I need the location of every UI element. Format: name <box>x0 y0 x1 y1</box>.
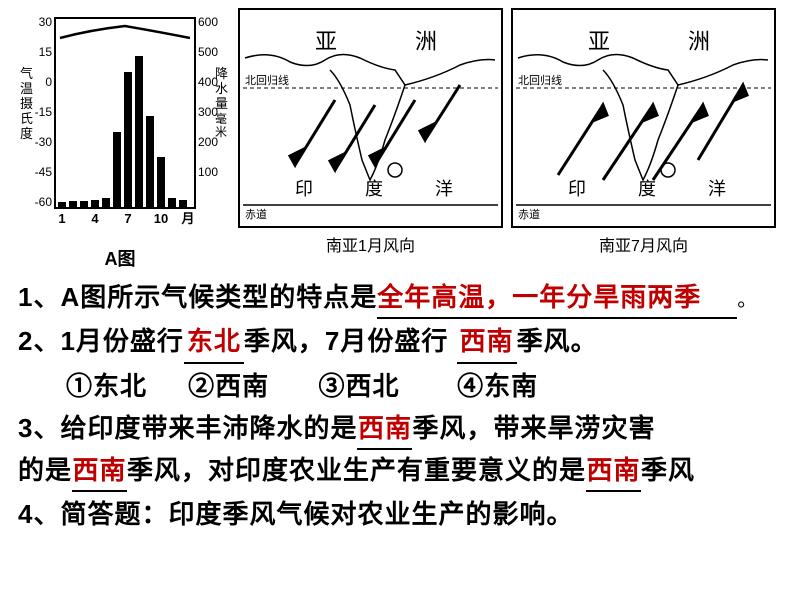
map1: 亚 洲 北回归线 印 度 洋 赤道 <box>238 8 503 228</box>
map2-ocean1: 印 <box>568 175 586 201</box>
map2-ocean2: 度 <box>638 175 656 201</box>
svg-text:500: 500 <box>198 45 218 59</box>
map1-wrap: 亚 洲 北回归线 印 度 洋 赤道 南亚1月风向 <box>238 8 503 256</box>
q3-prefix: 3、给印度带来丰沛降水的是 <box>18 413 357 443</box>
svg-text:摄: 摄 <box>20 96 33 111</box>
map2-caption: 南亚7月风向 <box>511 232 776 256</box>
q3-ans1: 西南 <box>358 413 412 443</box>
q3-mid1: 季风，带来旱涝灾害 <box>412 413 655 443</box>
questions: 1、A图所示气候类型的特点是全年高温，一年分旱雨两季。 2、1月份盛行东北季风，… <box>0 275 794 547</box>
wind-arrows-sw <box>558 85 747 180</box>
map1-ocean1: 印 <box>295 175 313 201</box>
q2-prefix: 2、1月份盛行 <box>18 326 184 356</box>
svg-text:-60: -60 <box>35 195 53 209</box>
q3-ans2: 西南 <box>73 455 127 485</box>
map1-asia-r: 洲 <box>415 24 437 56</box>
svg-text:-15: -15 <box>35 105 53 119</box>
svg-text:-45: -45 <box>35 165 53 179</box>
map1-asia-l: 亚 <box>315 24 337 56</box>
map1-ocean2: 度 <box>365 175 383 201</box>
svg-text:温: 温 <box>20 81 33 96</box>
svg-text:度: 度 <box>20 126 33 141</box>
map1-ocean3: 洋 <box>435 175 453 201</box>
svg-text:200: 200 <box>198 135 218 149</box>
q3-mid2: 季风，对印度农业生产有重要意义的是 <box>127 455 586 485</box>
figures-row: 气 温 摄 氏 度 降 水 量 毫 米 30 15 0 -15 -30 -45 … <box>0 0 794 275</box>
q3-ans3: 西南 <box>587 455 641 485</box>
svg-text:15: 15 <box>39 45 53 59</box>
svg-text:月: 月 <box>180 211 194 226</box>
map2-asia-l: 亚 <box>588 24 610 56</box>
opt1: ①东北 <box>66 371 147 401</box>
q1-prefix: 1、A图所示气候类型的特点是 <box>18 282 377 312</box>
q2-mid: 季风，7月份盛行 <box>244 326 448 356</box>
question-1: 1、A图所示气候类型的特点是全年高温，一年分旱雨两季 。 <box>18 277 776 319</box>
map2-equator: 赤道 <box>518 206 540 222</box>
question-2: 2、1月份盛行东北季风，7月份盛行 西南季风。 <box>18 321 776 363</box>
svg-text:100: 100 <box>198 165 218 179</box>
opt2: ②西南 <box>188 371 269 401</box>
map2-tropic: 北回归线 <box>518 72 562 88</box>
q2-ans2: 西南 <box>460 326 514 356</box>
opt3: ③西北 <box>319 371 400 401</box>
svg-text:-30: -30 <box>35 135 53 149</box>
question-4: 4、简答题：印度季风气候对农业生产的影响。 <box>18 494 776 534</box>
wind-arrows-ne <box>290 85 460 170</box>
map1-tropic: 北回归线 <box>245 72 289 88</box>
svg-text:300: 300 <box>198 105 218 119</box>
svg-text:400: 400 <box>198 75 218 89</box>
q3-suffix: 季风 <box>641 455 695 485</box>
map2-ocean3: 洋 <box>708 175 726 201</box>
q1-answer: 全年高温，一年分旱雨两季 <box>377 282 701 312</box>
left-ticks: 30 15 0 -15 -30 -45 -60 <box>35 15 53 209</box>
map2: 亚 洲 北回归线 印 度 洋 赤道 <box>511 8 776 228</box>
svg-text:1: 1 <box>58 211 65 226</box>
temp-curve <box>60 26 190 38</box>
x-ticks: 1 4 7 10 月 <box>58 211 194 226</box>
question-2-options: ①东北 ②西南 ③西北 ④东南 <box>18 366 776 406</box>
svg-text:30: 30 <box>39 15 53 29</box>
bars <box>58 56 187 208</box>
svg-text:7: 7 <box>124 211 131 226</box>
map1-equator: 赤道 <box>245 206 267 222</box>
svg-text:600: 600 <box>198 15 218 29</box>
opt4: ④东南 <box>457 371 538 401</box>
q4-text: 4、简答题：印度季风气候对农业生产的影响。 <box>18 499 573 529</box>
svg-text:0: 0 <box>45 75 52 89</box>
q1-suffix: 。 <box>737 289 758 311</box>
chart-caption: A图 <box>10 245 230 271</box>
svg-text:10: 10 <box>154 211 168 226</box>
q2-ans1: 东北 <box>187 326 241 356</box>
map2-wrap: 亚 洲 北回归线 印 度 洋 赤道 南亚7月风向 <box>511 8 776 256</box>
q3-line2a: 的是 <box>18 455 72 485</box>
map1-caption: 南亚1月风向 <box>238 232 503 256</box>
chart-svg: 气 温 摄 氏 度 降 水 量 毫 米 30 15 0 -15 -30 -45 … <box>10 8 230 238</box>
svg-text:氏: 氏 <box>20 111 33 126</box>
map2-asia-r: 洲 <box>688 24 710 56</box>
svg-text:4: 4 <box>91 211 99 226</box>
climate-chart: 气 温 摄 氏 度 降 水 量 毫 米 30 15 0 -15 -30 -45 … <box>10 8 230 271</box>
question-3: 3、给印度带来丰沛降水的是西南季风，带来旱涝灾害 的是西南季风，对印度农业生产有… <box>18 408 776 493</box>
q2-suffix: 季风。 <box>517 326 598 356</box>
left-axis-label: 气 <box>20 66 33 81</box>
